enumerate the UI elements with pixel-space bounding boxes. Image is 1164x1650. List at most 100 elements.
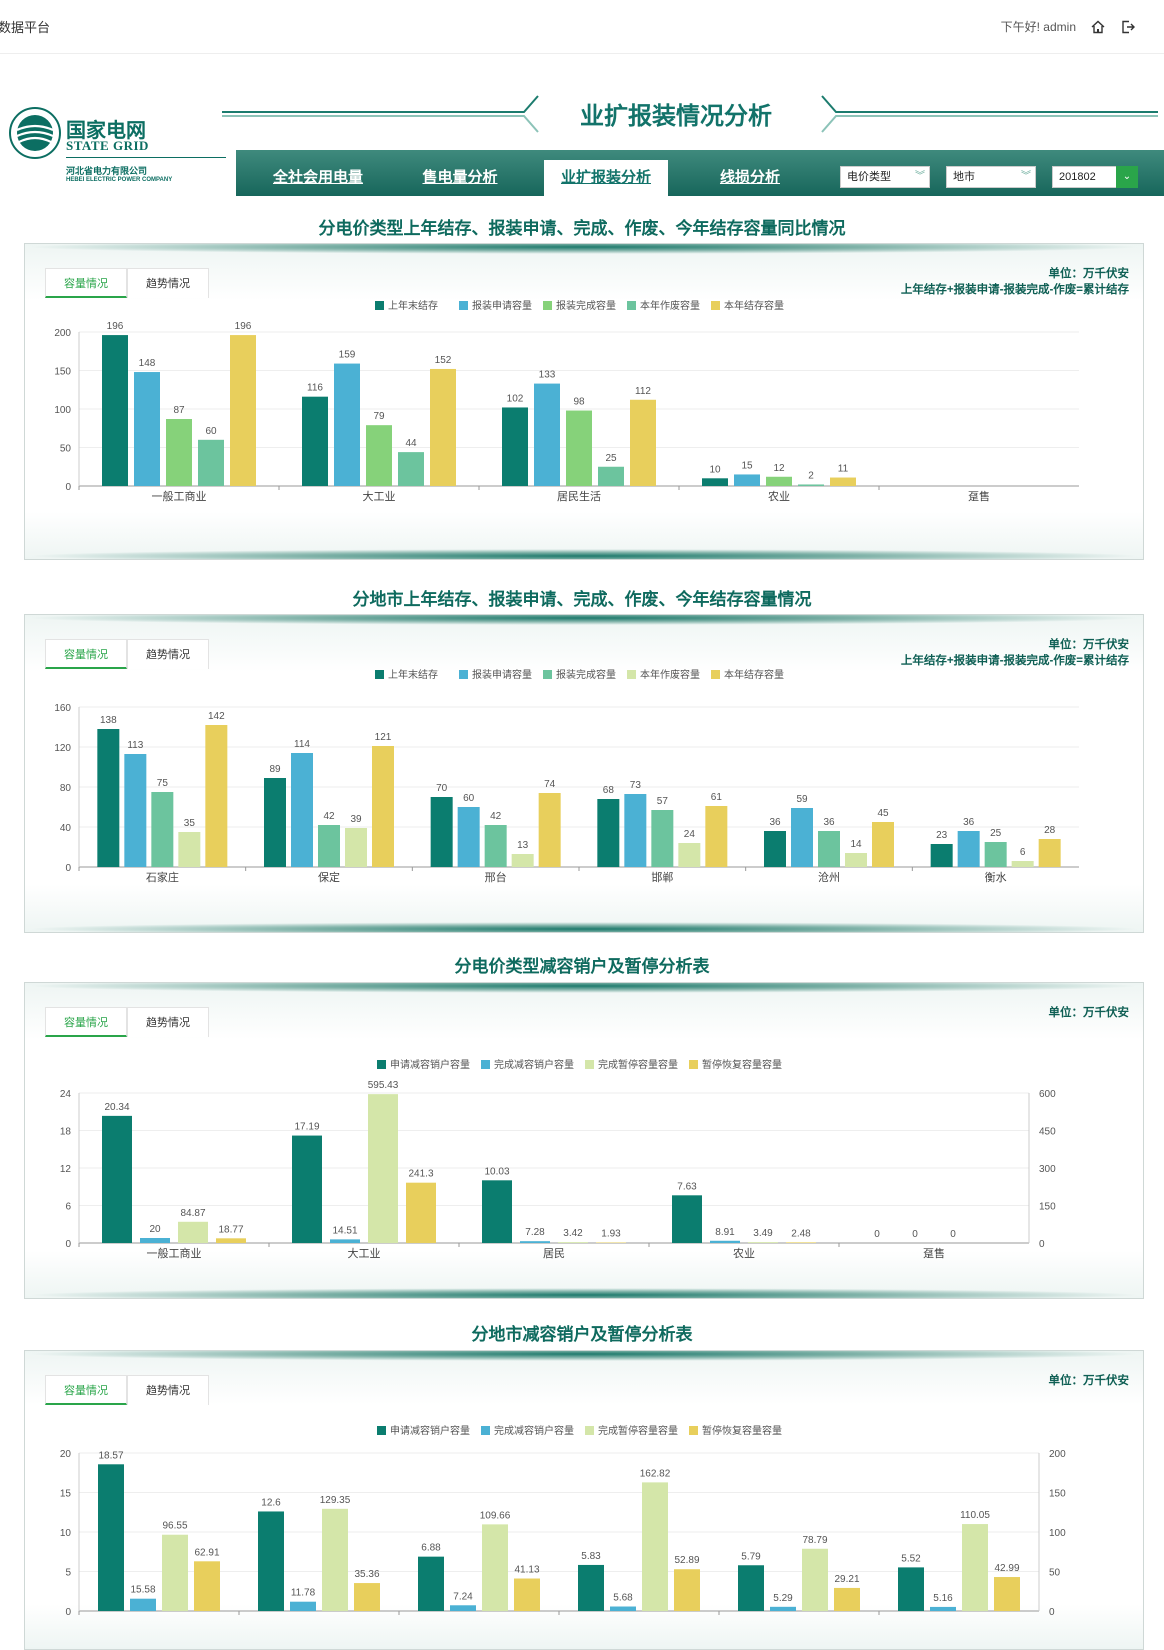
y-tick-label: 15 [60,1489,72,1500]
data-label: 129.35 [320,1495,351,1506]
price-type-value: 电价类型 [847,171,891,183]
tab-trend[interactable]: 趋势情况 [127,1007,209,1037]
bar [845,853,867,867]
data-label: 25 [605,453,617,464]
panel-top-glow [25,614,1143,625]
legend-label: 本年作废容量 [640,668,700,681]
tab-capacity[interactable]: 容量情况 [45,1375,127,1405]
logout-icon[interactable] [1120,19,1136,35]
bar [318,825,340,867]
bar [802,1549,828,1611]
panel-bottom-glow [25,922,1143,933]
legend-label: 报装申请容量 [472,668,532,681]
data-label: 98 [573,397,585,408]
chevron-down-icon: ︾ [915,167,925,187]
section-3-title: 分电价类型减容销户及暂停分析表 [0,952,1164,977]
section-2-panel: 容量情况 趋势情况 单位：万千伏安 上年结存+报装申请-报装完成-作废=累计结存… [24,614,1144,933]
x-tick-label: 邢台 [485,870,507,884]
bar [534,384,560,486]
bar [630,400,656,486]
data-label: 35 [184,818,196,829]
legend-label: 申请减容销户容量 [390,1058,470,1071]
y2-tick-label: 100 [1049,1528,1066,1539]
tab-trend[interactable]: 趋势情况 [127,268,209,298]
bar [931,844,953,867]
period-select[interactable]: 201802⌄ [1052,166,1138,188]
bar [368,1094,398,1243]
legend-label: 报装申请容量 [472,299,532,312]
data-label: 152 [435,355,452,366]
dropdown-arrow-icon[interactable]: ⌄ [1116,166,1138,188]
y2-tick-label: 150 [1039,1202,1056,1213]
home-icon[interactable] [1090,19,1106,35]
data-label: 42.99 [994,1563,1019,1574]
x-tick-label: 趸售 [923,1246,945,1260]
x-tick-label: 一般工商业 [147,1246,202,1260]
data-label: 75 [157,778,169,789]
y-tick-label: 80 [60,783,72,794]
nav-society-power[interactable]: 全社会用电量 [256,160,380,196]
bar [130,1599,156,1611]
city-select[interactable]: 地市︾ [946,166,1036,188]
price-type-select[interactable]: 电价类型 ︾ [840,166,930,188]
legend-swatch [711,301,720,310]
data-label: 87 [173,405,185,416]
tab-trend[interactable]: 趋势情况 [127,1375,209,1405]
legend-label: 报装完成容量 [556,668,616,681]
nav-sales-power[interactable]: 售电量分析 [398,160,522,196]
tab-capacity[interactable]: 容量情况 [45,639,127,669]
unit-note: 单位：万千伏安 上年结存+报装申请-报装完成-作废=累计结存 [901,266,1129,298]
data-label: 159 [339,350,356,361]
bar [258,1511,284,1611]
data-label: 35.36 [354,1569,379,1580]
nav-line-loss[interactable]: 线损分析 [688,160,812,196]
data-label: 36 [823,817,835,828]
data-label: 0 [912,1229,918,1240]
section-1-tabs: 容量情况 趋势情况 [45,268,209,298]
bar [834,1588,860,1611]
logo-rule [66,157,226,158]
unit-label: 单位：万千伏安 [901,266,1129,282]
bar [140,1238,170,1243]
y-tick-label: 12 [60,1164,72,1175]
state-grid-emblem-icon [8,106,62,160]
x-tick-label: 农业 [733,1246,755,1260]
bar [322,1509,348,1611]
data-label: 102 [507,393,524,404]
legend-label: 完成减容销户容量 [494,1058,574,1071]
data-label: 78.79 [802,1535,827,1546]
tab-capacity[interactable]: 容量情况 [45,268,127,298]
tab-trend[interactable]: 趋势情况 [127,639,209,669]
bar [930,1607,956,1611]
y-tick-label: 0 [65,1239,71,1250]
legend-label: 上年末结存 [388,668,438,681]
data-label: 17.19 [294,1122,319,1133]
bar [818,831,840,867]
data-label: 2.48 [791,1228,811,1239]
bar [598,467,624,486]
nav-business-expansion[interactable]: 业扩报装分析 [544,160,668,196]
bar [651,810,673,867]
legend-swatch [459,301,468,310]
logo-en: STATE GRID [66,138,149,154]
bar [642,1482,668,1611]
title-decoration-left [222,94,542,134]
bar [124,754,146,867]
data-label: 14.51 [332,1225,357,1236]
legend-swatch [375,301,384,310]
bar [770,1607,796,1611]
y2-tick-label: 450 [1039,1127,1056,1138]
y-tick-label: 0 [65,1607,71,1618]
data-label: 13 [517,840,529,851]
bar [334,364,360,486]
section-4-tabs: 容量情况 趋势情况 [45,1375,209,1405]
legend-swatch [543,670,552,679]
tab-capacity[interactable]: 容量情况 [45,1007,127,1037]
unit-label: 单位：万千伏安 [901,637,1129,653]
y2-tick-label: 0 [1049,1607,1055,1618]
legend-swatch [377,1060,386,1069]
legend-label: 上年末结存 [388,299,438,312]
data-label: 24 [684,829,696,840]
panel-top-glow [25,982,1143,993]
x-tick-label: 居民 [543,1248,565,1260]
